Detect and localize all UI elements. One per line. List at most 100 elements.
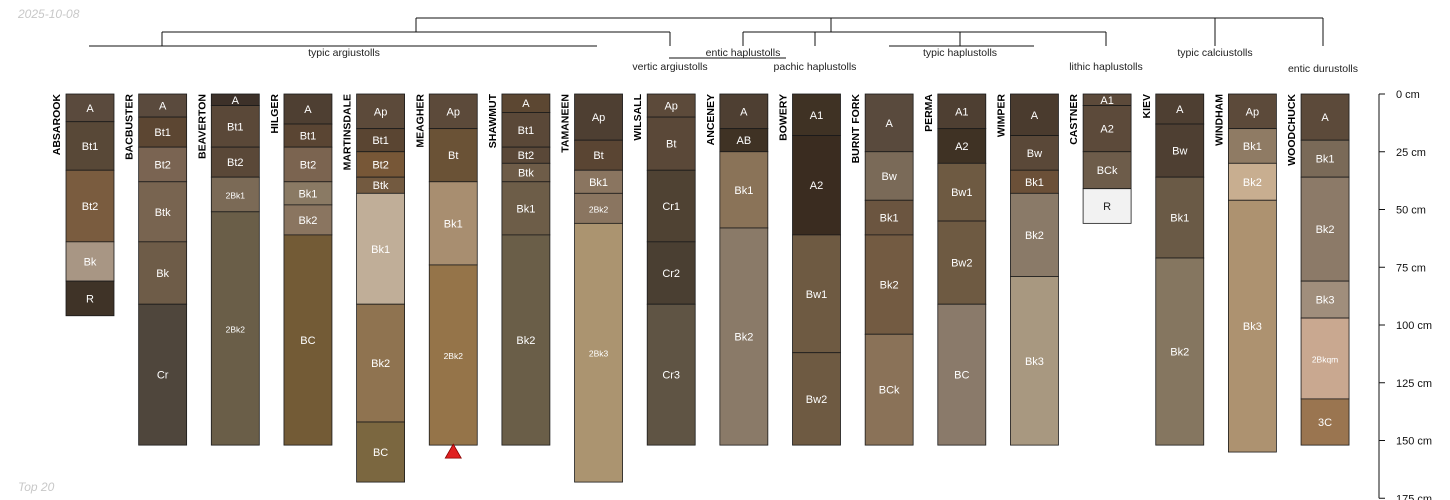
horizon-block	[646, 303, 696, 446]
horizon-label: 2Bkqm	[1312, 354, 1338, 364]
horizon-label: Bk1	[1243, 141, 1262, 153]
profile-name: KIEV	[1141, 94, 1153, 119]
horizon-label: BCk	[1097, 165, 1118, 177]
horizon-block	[937, 128, 987, 164]
horizon-label: 2Bk2	[226, 324, 246, 334]
horizon-block	[937, 303, 987, 446]
horizon-block	[283, 204, 333, 236]
soil-profile: Ap Bt Cr1 Cr2 Cr3 WILSALL	[632, 93, 696, 446]
horizon-label: Bk3	[1243, 321, 1262, 333]
horizon-label: A2	[955, 141, 968, 153]
profile-name: WOODCHUCK	[1286, 94, 1298, 166]
caption-text: Top 20	[18, 480, 55, 494]
horizon-label: Bk2	[1243, 177, 1262, 189]
horizon-label: Bw1	[951, 187, 972, 199]
horizon-block	[501, 181, 551, 236]
soil-profile: Ap Bt Bk1 2Bk2 MEAGHER	[414, 94, 478, 446]
horizon-label: Bk2	[1316, 224, 1335, 236]
horizon-block	[864, 234, 914, 335]
soil-profile: A1 A2 BCk R CASTNER	[1068, 94, 1132, 224]
profile-name: HILGER	[269, 94, 281, 134]
horizon-block	[719, 227, 769, 446]
horizon-label: A	[159, 101, 167, 113]
profile-name: WINDHAM	[1213, 94, 1225, 146]
horizon-block	[65, 169, 115, 243]
soil-profile: A1 A2 Bw1 Bw2 BC PERMA	[923, 93, 987, 446]
horizon-block	[792, 93, 841, 136]
horizon-block	[1228, 128, 1277, 164]
horizon-block	[356, 303, 406, 423]
soil-profile: Ap Bt Bk1 2Bk2 2Bk3 TAMANEEN	[560, 93, 623, 483]
horizon-label: A	[740, 106, 748, 118]
horizon-label: Bt1	[372, 135, 389, 147]
horizon-label: BC	[300, 335, 315, 347]
horizon-label: Bt1	[154, 127, 171, 139]
horizon-label: Ap	[664, 101, 677, 113]
horizon-label: A	[232, 95, 240, 107]
profile-name: ABSAROOK	[51, 94, 63, 156]
horizon-block	[283, 146, 333, 183]
depth-marker-triangle	[444, 443, 462, 459]
horizon-block	[646, 241, 696, 305]
profile-name: MEAGHER	[414, 94, 426, 148]
horizon-block	[1155, 93, 1205, 125]
profile-name: WIMPER	[995, 94, 1007, 138]
horizon-label: A	[522, 98, 530, 110]
horizon-label: Bk1	[371, 244, 390, 256]
horizon-label: Btk	[373, 180, 389, 192]
horizon-label: 2Bk2	[444, 351, 464, 361]
horizon-label: Bk1	[1025, 177, 1044, 189]
soil-profile: A Bw Bk1 Bk2 Bk3 WIMPER	[995, 94, 1059, 446]
horizon-label: AB	[737, 135, 752, 147]
horizon-label: 2Bk1	[226, 190, 246, 200]
horizon-label: Btk	[155, 207, 171, 219]
date-stamp: 2025-10-08	[18, 7, 80, 21]
horizon-block	[1300, 93, 1350, 141]
horizon-label: Bw	[1027, 148, 1042, 160]
horizon-label: Bk1	[516, 203, 535, 215]
group-label: lithic haplustolls	[1069, 61, 1143, 73]
horizon-block	[1155, 123, 1205, 178]
group-labels: typic argiustolls vertic argiustolls entic…	[308, 47, 1358, 75]
marker-layer	[444, 443, 462, 459]
horizon-block	[937, 162, 987, 222]
horizon-label: Bw2	[806, 394, 827, 406]
horizon-block	[1010, 276, 1059, 446]
horizon-label: Bk2	[1170, 347, 1189, 359]
horizon-label: Bk2	[880, 280, 899, 292]
horizon-label: R	[1103, 201, 1111, 213]
horizon-label: Bk2	[1025, 230, 1044, 242]
horizon-label: Btk	[518, 168, 534, 180]
horizon-block	[1300, 176, 1350, 282]
horizon-label: Bk1	[1170, 213, 1189, 225]
group-label: entic durustolls	[1288, 63, 1358, 75]
profile-name: MARTINSDALE	[342, 94, 354, 170]
horizon-label: Bt2	[154, 159, 171, 171]
axis-tick-label: 150 cm	[1396, 436, 1432, 448]
horizon-label: Ap	[1246, 106, 1259, 118]
horizon-label: A	[1031, 110, 1039, 122]
horizon-label: Bk1	[298, 188, 317, 200]
horizon-label: Bk1	[734, 185, 753, 197]
horizon-block	[501, 234, 551, 446]
horizon-label: Bk1	[1316, 154, 1335, 166]
horizon-block	[501, 112, 551, 148]
profile-name: BACBUSTER	[124, 94, 136, 160]
horizon-block	[574, 139, 623, 171]
horizon-block	[210, 211, 260, 446]
group-label: typic argiustolls	[308, 47, 380, 59]
horizon-block	[937, 93, 987, 130]
horizon-block	[356, 192, 406, 305]
horizon-label: 3C	[1318, 417, 1332, 429]
horizon-block	[138, 116, 188, 148]
horizon-label: Bt	[666, 139, 676, 151]
horizon-label: BC	[373, 447, 388, 459]
horizon-block	[138, 146, 188, 183]
horizon-label: Ap	[447, 106, 460, 118]
axis-tick-label: 125 cm	[1396, 378, 1432, 390]
soil-profile: A Bw Bk1 Bk2 KIEV	[1141, 93, 1205, 446]
dendrogram	[89, 17, 1324, 59]
profile-name: WILSALL	[632, 93, 644, 140]
horizon-label: Bk3	[1025, 356, 1044, 368]
